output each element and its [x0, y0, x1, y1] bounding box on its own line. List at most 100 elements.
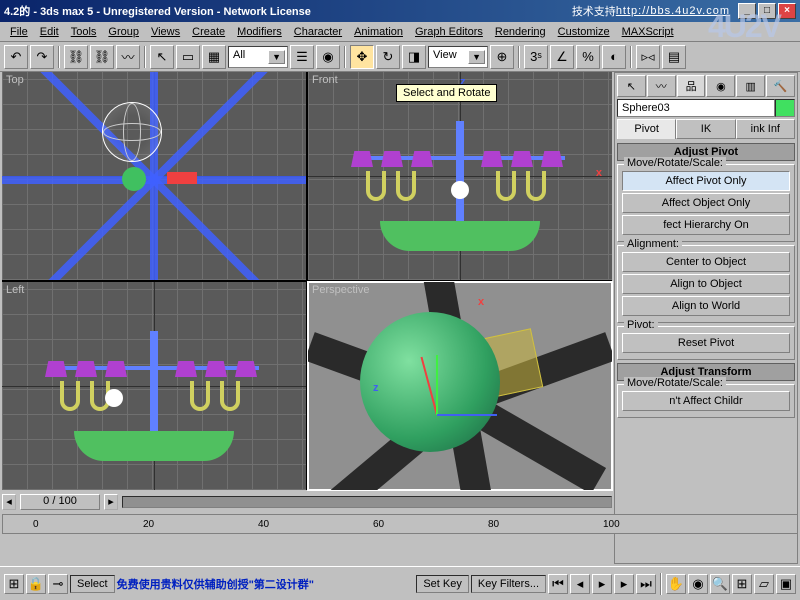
- hierarchy-tab-icon[interactable]: 品: [677, 75, 706, 97]
- move-button[interactable]: ✥: [350, 45, 374, 69]
- viewport-label: Perspective: [312, 284, 369, 296]
- redo-button[interactable]: ↷: [30, 45, 54, 69]
- goto-end-button[interactable]: ⏭: [636, 574, 656, 594]
- unlink-button[interactable]: ⛓: [90, 45, 114, 69]
- menu-grapheditors[interactable]: Graph Editors: [409, 24, 489, 40]
- affect-pivot-only-button[interactable]: Affect Pivot Only: [622, 171, 790, 191]
- viewport-top[interactable]: Top: [2, 72, 306, 280]
- object-color-swatch[interactable]: [775, 99, 795, 117]
- axis-label-x: x: [596, 167, 602, 179]
- maximize-viewport-button[interactable]: ▣: [776, 574, 796, 594]
- zoom-button[interactable]: 🔍: [710, 574, 730, 594]
- menu-file[interactable]: File: [4, 24, 34, 40]
- align-to-object-button[interactable]: Align to Object: [622, 274, 790, 294]
- keyfilters-button[interactable]: Key Filters...: [471, 575, 546, 593]
- chinese-link-text[interactable]: 免费使用贵料仅供辅助创授"第二设计群": [117, 576, 314, 592]
- titlebar: 4.2的 - 3ds max 5 - Unregistered Version …: [0, 0, 800, 22]
- linkinfo-tab[interactable]: ink Inf: [736, 119, 795, 139]
- menu-modifiers[interactable]: Modifiers: [231, 24, 288, 40]
- tick: 40: [258, 519, 269, 530]
- viewport-front[interactable]: Front x z: [308, 72, 612, 280]
- key-icon[interactable]: ⊸: [48, 574, 68, 594]
- spinner-snap-button[interactable]: ◐: [602, 45, 626, 69]
- object-name-field[interactable]: Sphere03: [617, 99, 775, 117]
- pan-view-button[interactable]: ✋: [666, 574, 686, 594]
- axis-label-x: x: [478, 296, 484, 308]
- select-label: Select: [70, 575, 115, 593]
- menu-edit[interactable]: Edit: [34, 24, 65, 40]
- selection-filter-dropdown[interactable]: All: [228, 46, 288, 68]
- prev-frame-button[interactable]: ◂: [2, 494, 16, 510]
- select-button[interactable]: ↖: [150, 45, 174, 69]
- reset-pivot-button[interactable]: Reset Pivot: [622, 333, 790, 353]
- chandelier-front: [456, 121, 464, 231]
- tick: 80: [488, 519, 499, 530]
- menu-customize[interactable]: Customize: [552, 24, 616, 40]
- create-tab-icon[interactable]: ↖: [617, 75, 646, 97]
- select-by-name-button[interactable]: ☰: [290, 45, 314, 69]
- watermark: 4U2V: [708, 8, 780, 45]
- link-button[interactable]: ⛓: [64, 45, 88, 69]
- menu-rendering[interactable]: Rendering: [489, 24, 552, 40]
- time-track[interactable]: [122, 496, 612, 508]
- pivot-center-button[interactable]: ⊕: [490, 45, 514, 69]
- main-toolbar: ↶ ↷ ⛓ ⛓ 〰 ↖ ▭ ▦ All ☰ ◉ ✥ ↻ ◨ View ⊕ 3ˢ …: [0, 42, 800, 72]
- viewport-label: Top: [6, 74, 24, 86]
- display-tab-icon[interactable]: ▥: [736, 75, 765, 97]
- selected-sphere: [360, 312, 500, 452]
- bind-space-button[interactable]: 〰: [116, 45, 140, 69]
- zoom-all-button[interactable]: ⊞: [732, 574, 752, 594]
- time-slider[interactable]: ◂ 0 / 100 ▸: [2, 492, 612, 512]
- rotate-button[interactable]: ↻: [376, 45, 400, 69]
- trackbar-icon[interactable]: ⊞: [4, 574, 24, 594]
- setkey-button[interactable]: Set Key: [416, 575, 469, 593]
- menu-character[interactable]: Character: [288, 24, 348, 40]
- mirror-button[interactable]: ▹◃: [636, 45, 660, 69]
- goto-start-button[interactable]: ⏮: [548, 574, 568, 594]
- next-frame-button[interactable]: ▸: [104, 494, 118, 510]
- affect-object-only-button[interactable]: Affect Object Only: [622, 193, 790, 213]
- affect-hierarchy-only-button[interactable]: fect Hierarchy On: [622, 215, 790, 235]
- menu-views[interactable]: Views: [145, 24, 186, 40]
- percent-snap-button[interactable]: %: [576, 45, 600, 69]
- prev-button[interactable]: ◂: [570, 574, 590, 594]
- dont-affect-children-button[interactable]: n't Affect Childr: [622, 391, 790, 411]
- separator: [660, 573, 662, 595]
- angle-snap-button[interactable]: ∠: [550, 45, 574, 69]
- separator: [630, 46, 632, 68]
- menu-animation[interactable]: Animation: [348, 24, 409, 40]
- center-to-object-button[interactable]: Center to Object: [622, 252, 790, 272]
- viewport-label: Front: [312, 74, 338, 86]
- menubar: File Edit Tools Group Views Create Modif…: [0, 22, 800, 42]
- close-button[interactable]: ×: [778, 3, 796, 19]
- menu-tools[interactable]: Tools: [65, 24, 103, 40]
- fov-button[interactable]: ▱: [754, 574, 774, 594]
- viewport-left[interactable]: Left: [2, 282, 306, 490]
- menu-group[interactable]: Group: [102, 24, 145, 40]
- snap-button[interactable]: 3ˢ: [524, 45, 548, 69]
- ik-tab[interactable]: IK: [676, 119, 735, 139]
- selection-set-button[interactable]: ◉: [316, 45, 340, 69]
- menu-maxscript[interactable]: MAXScript: [616, 24, 680, 40]
- pivot-tab[interactable]: Pivot: [617, 119, 676, 139]
- refcoord-dropdown[interactable]: View: [428, 46, 488, 68]
- align-button[interactable]: ▤: [662, 45, 686, 69]
- tooltip: Select and Rotate: [396, 84, 497, 102]
- undo-button[interactable]: ↶: [4, 45, 28, 69]
- align-to-world-button[interactable]: Align to World: [622, 296, 790, 316]
- viewport-perspective[interactable]: Perspective x z: [308, 282, 612, 490]
- next-button[interactable]: ▸: [614, 574, 634, 594]
- lock-icon[interactable]: 🔒: [26, 574, 46, 594]
- play-button[interactable]: ▸: [592, 574, 612, 594]
- scale-button[interactable]: ◨: [402, 45, 426, 69]
- utilities-tab-icon[interactable]: 🔨: [766, 75, 795, 97]
- select-window-button[interactable]: ▦: [202, 45, 226, 69]
- green-dot: [122, 167, 146, 191]
- time-slider-handle[interactable]: 0 / 100: [20, 494, 100, 510]
- modify-tab-icon[interactable]: 〰: [647, 75, 676, 97]
- motion-tab-icon[interactable]: ◉: [706, 75, 735, 97]
- menu-create[interactable]: Create: [186, 24, 231, 40]
- select-region-button[interactable]: ▭: [176, 45, 200, 69]
- arc-rotate-button[interactable]: ◉: [688, 574, 708, 594]
- pivot-label: Pivot:: [624, 319, 658, 331]
